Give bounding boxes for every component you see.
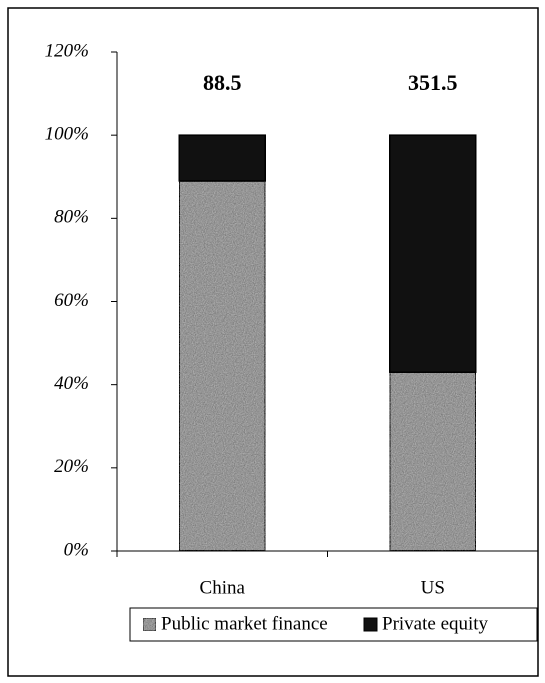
legend-label: Public market finance xyxy=(161,613,328,634)
y-tick-label: 100% xyxy=(45,124,89,145)
bar-segment xyxy=(389,134,477,373)
legend-label: Private equity xyxy=(382,613,489,634)
total-label: 88.5 xyxy=(203,70,242,95)
total-label: 351.5 xyxy=(408,70,458,95)
bar-segment xyxy=(178,134,266,182)
x-tick-label: US xyxy=(421,577,445,598)
legend-swatch xyxy=(363,617,378,632)
x-tick-label: China xyxy=(200,577,246,598)
y-tick-label: 40% xyxy=(54,373,89,394)
frame xyxy=(7,7,539,677)
legend-box xyxy=(129,607,538,642)
y-tick-label: 80% xyxy=(54,207,89,228)
y-tick-label: 60% xyxy=(54,290,89,311)
y-tick-label: 0% xyxy=(64,539,89,560)
legend-swatch xyxy=(142,617,157,632)
bar-segment xyxy=(389,371,477,552)
bar-segment xyxy=(178,180,266,552)
y-tick-label: 20% xyxy=(54,456,89,477)
y-tick-label: 120% xyxy=(45,40,89,61)
